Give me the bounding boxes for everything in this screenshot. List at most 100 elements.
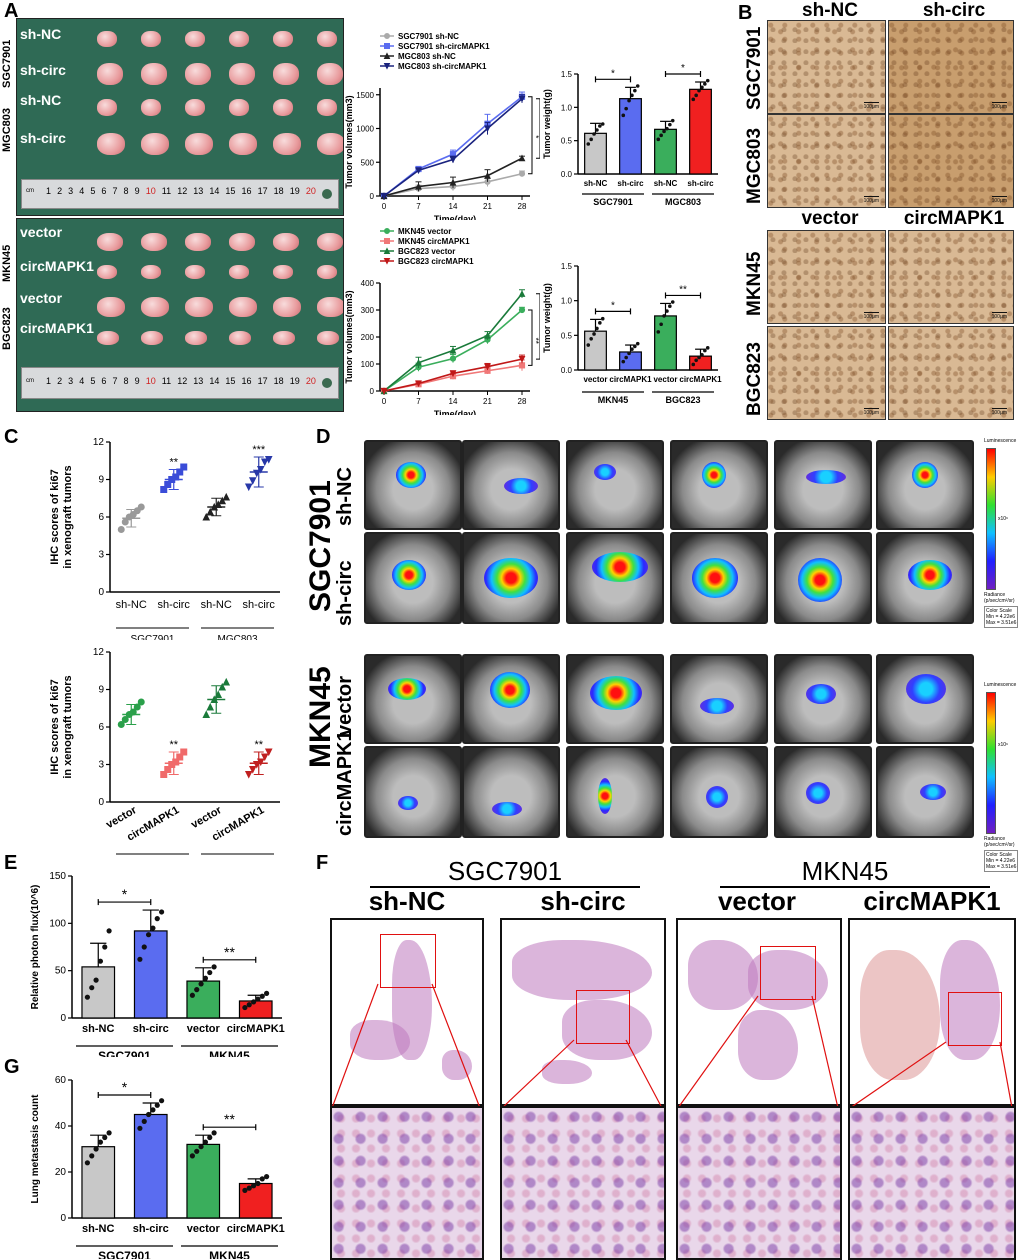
ruler-number: 9	[134, 186, 140, 196]
bioluminescence-image	[670, 654, 768, 744]
data-point	[630, 93, 634, 98]
scale-bar: 100μm	[863, 196, 879, 204]
luminescence-signal	[806, 470, 846, 484]
data-point	[250, 1183, 257, 1189]
bioluminescence-image	[670, 440, 768, 530]
axis-label: Relative photon flux(10^6)	[30, 885, 41, 1010]
data-point	[102, 1134, 108, 1141]
significance-bracket	[528, 96, 533, 175]
ruler-number: 7	[112, 376, 118, 386]
panel-label-b: B	[738, 2, 753, 24]
imaging-row-label: vector	[334, 675, 356, 736]
data-point	[264, 1174, 270, 1180]
data-point	[159, 1098, 165, 1104]
photo-label: sh-circ	[20, 62, 66, 78]
data-point	[595, 326, 599, 331]
bioluminescence-image	[566, 532, 664, 624]
category-label: sh-NC	[82, 1023, 114, 1035]
scale-bar: 100μm	[991, 312, 1007, 320]
data-point	[206, 702, 215, 711]
bioluminescence-image	[364, 440, 462, 530]
tumor-specimen	[229, 31, 249, 47]
legend-label: BGC823 circMAPK1	[398, 257, 474, 266]
ihc-image: 100μm	[767, 326, 886, 420]
tumor-specimen	[141, 99, 161, 116]
data-point	[703, 348, 707, 353]
data-point	[656, 330, 661, 334]
ruler-number: 19	[289, 376, 300, 386]
y-tick-label: 0.0	[561, 366, 573, 375]
bioluminescence-image	[774, 440, 872, 530]
data-point	[668, 304, 672, 309]
data-point	[484, 363, 491, 371]
ruler-number: 19	[289, 186, 300, 196]
data-point	[518, 356, 526, 363]
ruler-number: 12	[177, 186, 188, 196]
x-tick-label: 7	[416, 397, 421, 406]
bar	[654, 128, 677, 175]
significance-label: **	[224, 1111, 235, 1127]
data-point	[207, 1134, 213, 1141]
y-tick-label: 3	[98, 760, 104, 771]
category-label: sh-circ	[158, 599, 191, 611]
category-label: sh-NC	[82, 1223, 114, 1235]
ruler-number: 16	[241, 186, 252, 196]
tumor-specimen	[273, 133, 301, 155]
significance-bracket	[528, 309, 533, 366]
ihc-col-label: sh-circ	[922, 0, 986, 21]
tumor-specimen	[185, 63, 211, 85]
tumor-specimen	[185, 133, 213, 155]
photo-label: sh-NC	[20, 92, 62, 108]
data-point	[449, 156, 457, 164]
y-tick-label: 150	[49, 871, 66, 882]
data-point	[449, 355, 457, 362]
bar	[186, 980, 221, 1019]
ruler-number: 11	[161, 186, 172, 196]
chart-ihc-bottom: 0 3 6 9 12 IHC scores of ki67 in xenograft tum…	[49, 647, 280, 855]
significance-label: *	[611, 68, 615, 79]
significance-label: **	[679, 284, 687, 295]
imaging-row-label: sh-circ	[334, 560, 356, 626]
ruler-number: 1	[46, 186, 52, 196]
panel-label-f: F	[316, 852, 329, 874]
category-label: sh-circ	[133, 1023, 169, 1035]
tumor-specimen	[229, 63, 255, 85]
legend-title: Luminescence	[984, 438, 1017, 444]
axis-label: Tumor weight(g)	[542, 89, 552, 159]
category-label: circMAPK1	[609, 375, 652, 384]
ruler-unit: cm	[26, 378, 34, 384]
group-label: MKN45	[209, 1249, 250, 1259]
data-point	[627, 351, 631, 356]
ihc-image: 100μm	[888, 326, 1014, 420]
luminescence-signal	[908, 560, 952, 590]
bioluminescence-image	[462, 440, 560, 530]
legend-marker	[384, 238, 390, 244]
data-point	[180, 748, 188, 756]
ruler-number: 4	[79, 376, 85, 386]
y-tick-label: 100	[361, 360, 375, 369]
scale-bar: 100μm	[991, 102, 1007, 110]
y-tick-label: 1.0	[561, 103, 573, 112]
data-point	[518, 170, 526, 177]
ruler-number: 10	[145, 186, 156, 196]
ruler-hole	[322, 378, 332, 388]
ruler-number: 3	[68, 186, 74, 196]
y-tick-label: 1.5	[561, 262, 573, 271]
bar	[689, 88, 712, 175]
luminescence-signal	[398, 796, 418, 810]
bioluminescence-image	[566, 746, 664, 838]
luminescence-signal	[912, 462, 938, 488]
luminescence-signal	[920, 784, 946, 800]
group-label: MGC803	[665, 197, 701, 207]
category-label: vector	[187, 1223, 221, 1235]
ruler-number: 7	[112, 186, 118, 196]
legend-label: SGC7901 sh-NC	[398, 32, 459, 41]
data-point	[635, 84, 640, 88]
y-tick-label: 60	[55, 1075, 67, 1086]
data-point	[248, 766, 257, 774]
bioluminescence-image	[774, 532, 872, 624]
data-point	[627, 98, 631, 103]
data-point	[621, 359, 626, 364]
x-axis-label: Time(day)	[434, 214, 476, 220]
data-point	[121, 716, 129, 723]
